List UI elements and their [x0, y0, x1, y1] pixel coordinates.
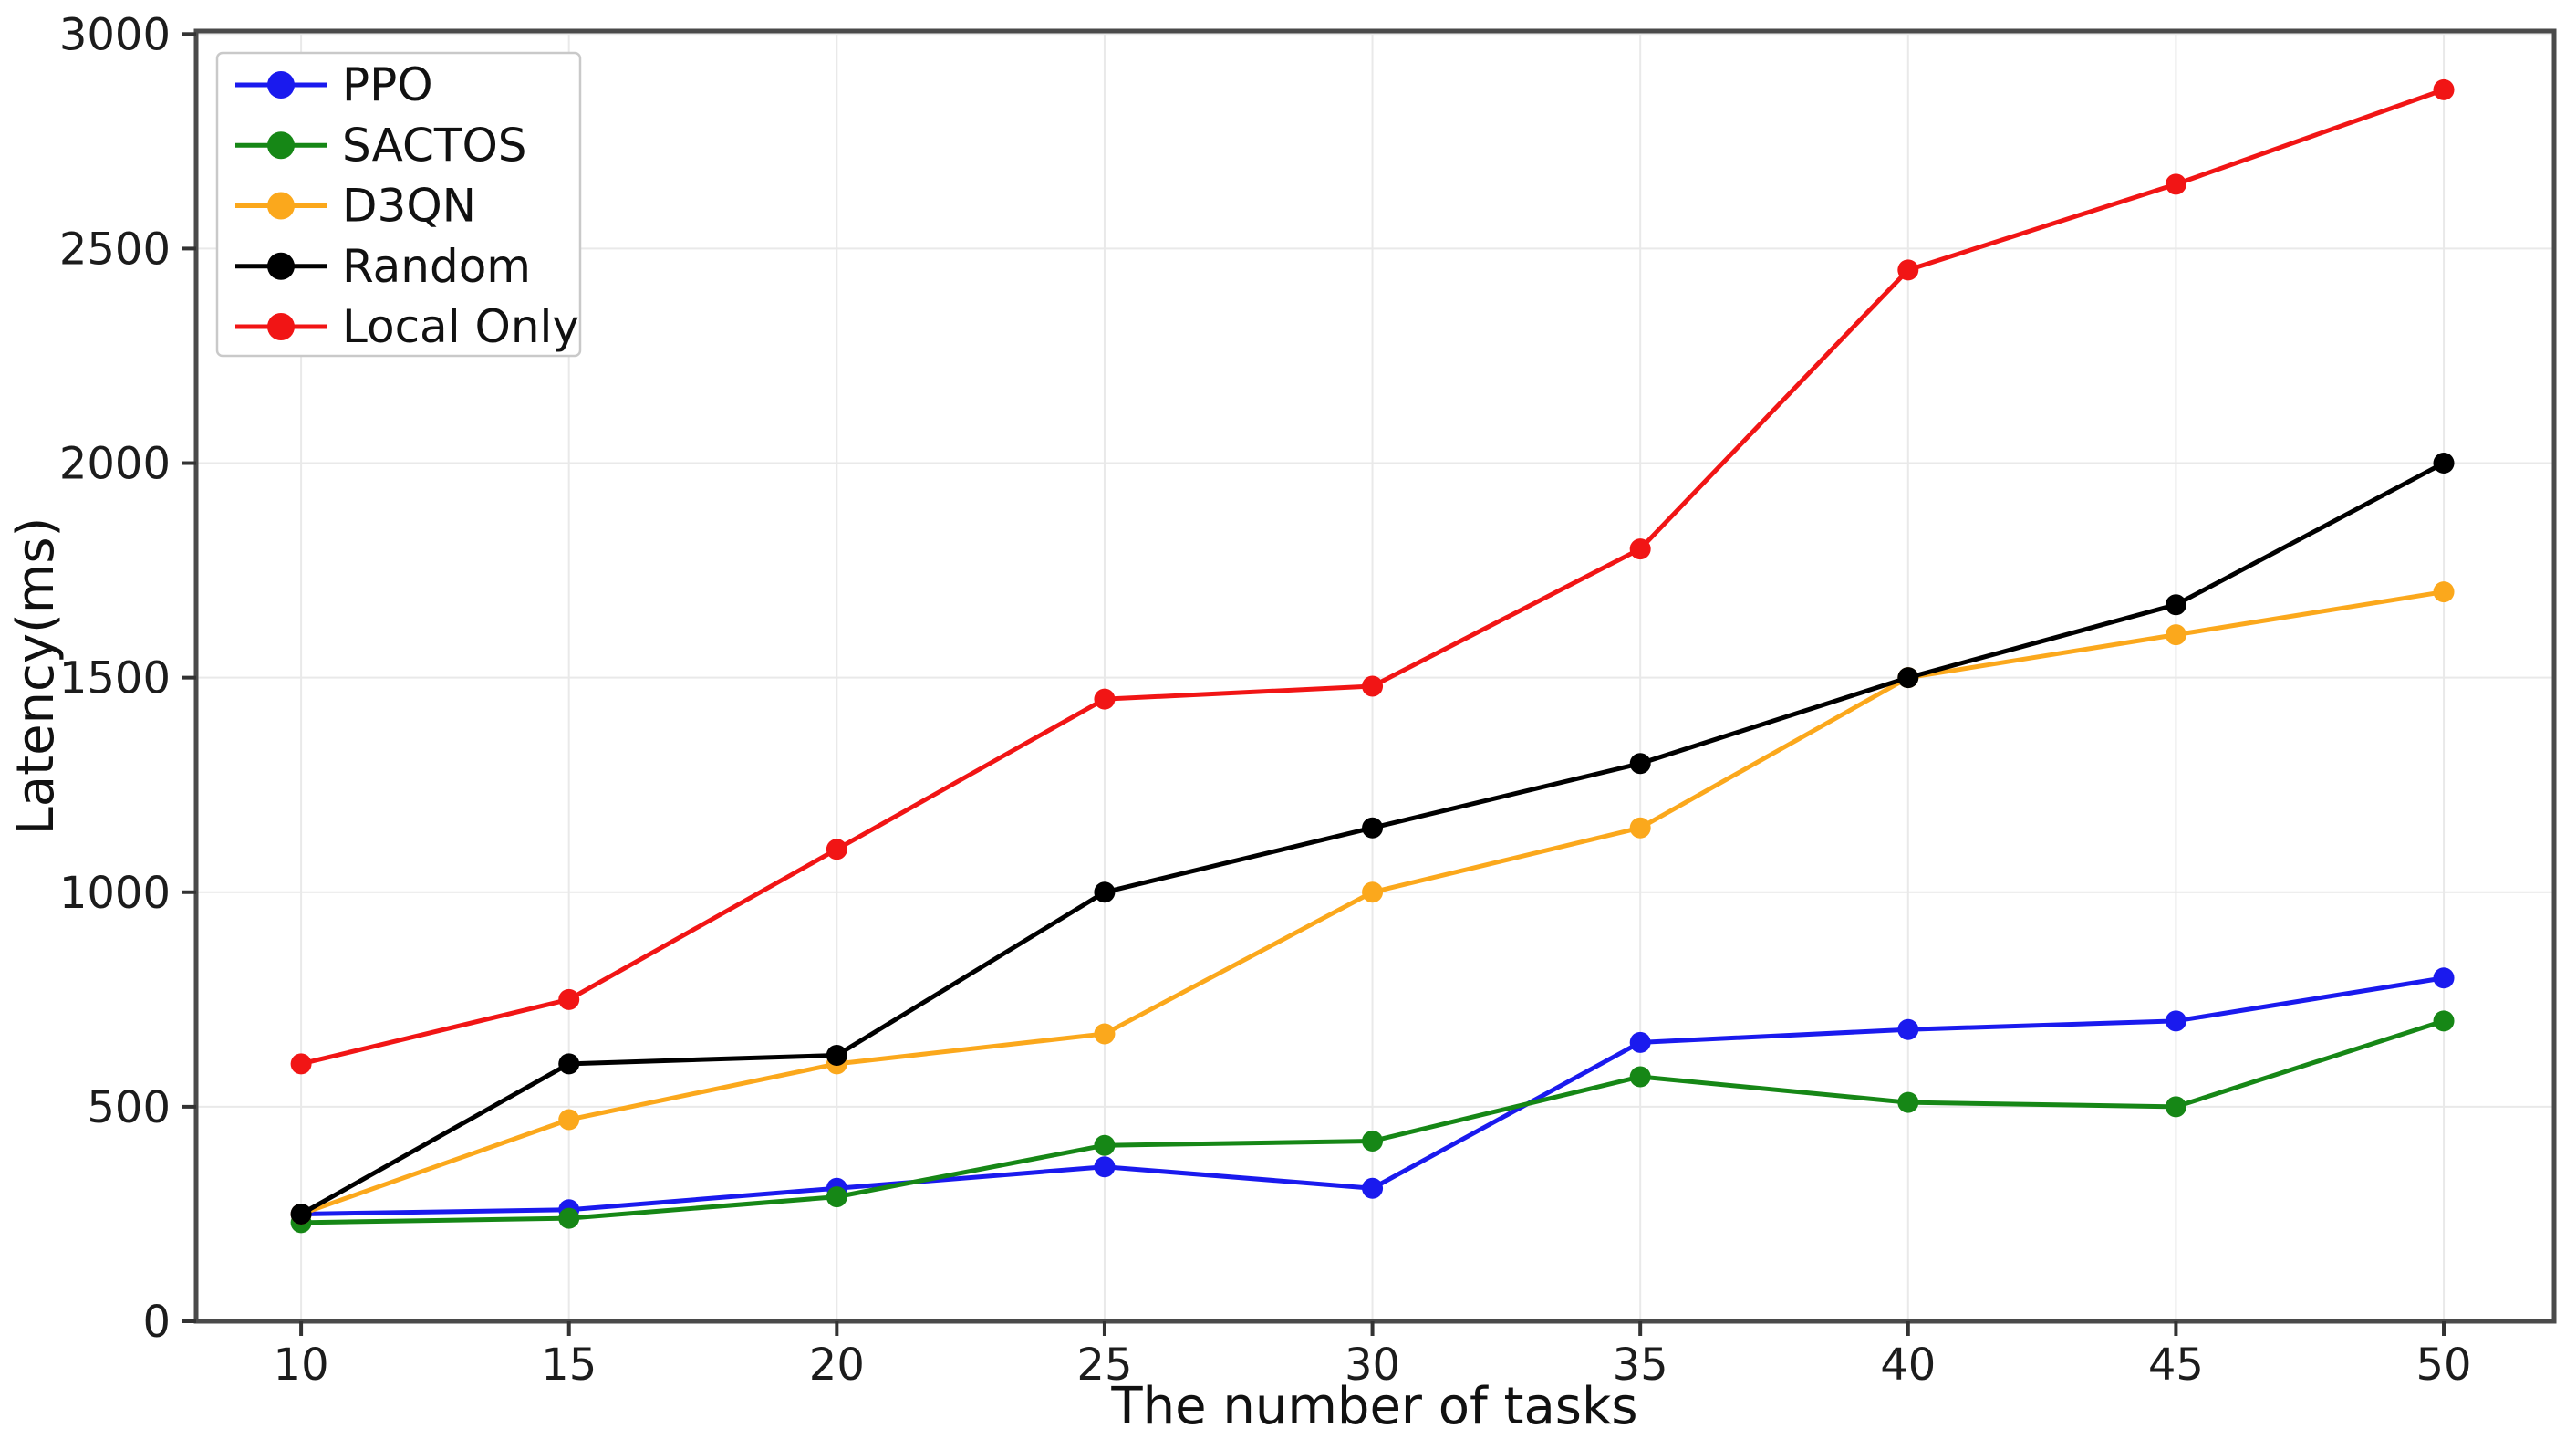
legend-label-sactos: SACTOS: [342, 119, 527, 172]
data-point-d3qn-50: [2433, 581, 2455, 603]
data-point-random-35: [1629, 753, 1651, 775]
legend-label-local-only: Local Only: [342, 300, 579, 353]
legend-label-random: Random: [342, 240, 531, 293]
legend-item-random: Random: [235, 240, 531, 293]
legend-item-sactos: SACTOS: [235, 119, 527, 172]
legend-label-ppo: PPO: [342, 58, 433, 111]
legend-marker-ppo: [267, 71, 295, 99]
data-point-random-40: [1897, 667, 1919, 689]
legend-marker-local-only: [267, 313, 295, 340]
data-point-local-only-50: [2433, 78, 2455, 100]
legend-label-d3qn: D3QN: [342, 180, 476, 233]
data-point-sactos-20: [826, 1186, 847, 1208]
data-point-d3qn-25: [1094, 1023, 1116, 1045]
x-axis-title: The number of tasks: [1110, 1377, 1637, 1436]
tick-label-layer: 10 15 20 25 30 35 40 45 500500100015002000250030…: [59, 9, 2472, 1391]
data-point-sactos-25: [1094, 1134, 1116, 1156]
y-tick-label-2000: 2000: [59, 439, 171, 490]
data-point-local-only-30: [1362, 675, 1384, 697]
x-tick-label-50: 50: [2415, 1340, 2471, 1391]
data-point-random-25: [1094, 881, 1116, 903]
data-point-sactos-35: [1629, 1066, 1651, 1088]
data-point-local-only-35: [1629, 538, 1651, 560]
x-tick-label-10: 10: [274, 1340, 329, 1391]
legend: PPO SACTOS D3QN Random Local Only: [215, 51, 582, 358]
legend-item-ppo: PPO: [235, 58, 433, 111]
y-tick-label-0: 0: [142, 1297, 171, 1348]
series-layer: [290, 78, 2455, 1234]
y-tick-label-2500: 2500: [59, 224, 171, 275]
data-point-sactos-15: [558, 1207, 580, 1229]
y-axis-title: Latency(ms): [6, 517, 66, 836]
legend-item-local-only: Local Only: [235, 300, 579, 353]
data-point-local-only-45: [2165, 173, 2186, 195]
x-tick-label-45: 45: [2148, 1340, 2204, 1391]
data-point-ppo-25: [1094, 1156, 1116, 1178]
data-point-random-30: [1362, 817, 1384, 839]
x-tick-label-15: 15: [541, 1340, 597, 1391]
data-point-sactos-50: [2433, 1010, 2455, 1032]
data-point-sactos-30: [1362, 1131, 1384, 1152]
data-point-d3qn-35: [1629, 817, 1651, 839]
legend-marker-sactos: [267, 131, 295, 160]
data-point-random-10: [290, 1203, 312, 1225]
x-tick-label-20: 20: [809, 1340, 865, 1391]
data-point-local-only-25: [1094, 688, 1116, 710]
data-point-local-only-20: [826, 839, 847, 860]
data-point-sactos-45: [2165, 1096, 2186, 1118]
x-tick-label-30: 30: [1345, 1340, 1400, 1391]
data-point-random-20: [826, 1044, 847, 1066]
data-point-ppo-35: [1629, 1031, 1651, 1053]
data-point-ppo-40: [1897, 1018, 1919, 1040]
y-tick-label-500: 500: [87, 1082, 171, 1133]
legend-marker-d3qn: [267, 192, 295, 220]
data-point-d3qn-15: [558, 1109, 580, 1131]
data-point-local-only-10: [290, 1053, 312, 1075]
data-point-ppo-45: [2165, 1010, 2186, 1032]
x-tick-label-35: 35: [1613, 1340, 1668, 1391]
data-point-sactos-40: [1897, 1091, 1919, 1113]
y-tick-label-1000: 1000: [59, 868, 171, 919]
data-point-random-15: [558, 1053, 580, 1075]
y-tick-label-3000: 3000: [59, 9, 171, 60]
legend-box: [215, 51, 582, 358]
data-point-d3qn-45: [2165, 624, 2186, 646]
x-tick-label-25: 25: [1076, 1340, 1132, 1391]
y-tick-label-1500: 1500: [59, 653, 171, 704]
data-point-d3qn-30: [1362, 881, 1384, 903]
data-point-random-45: [2165, 594, 2186, 616]
x-tick-label-40: 40: [1880, 1340, 1936, 1391]
legend-marker-random: [267, 252, 295, 280]
data-point-random-50: [2433, 453, 2455, 474]
tick-layer: [182, 32, 2446, 1336]
data-point-ppo-30: [1362, 1177, 1384, 1199]
data-point-ppo-50: [2433, 967, 2455, 989]
data-point-local-only-40: [1897, 259, 1919, 281]
data-point-local-only-15: [558, 988, 580, 1010]
legend-item-d3qn: D3QN: [235, 180, 476, 233]
